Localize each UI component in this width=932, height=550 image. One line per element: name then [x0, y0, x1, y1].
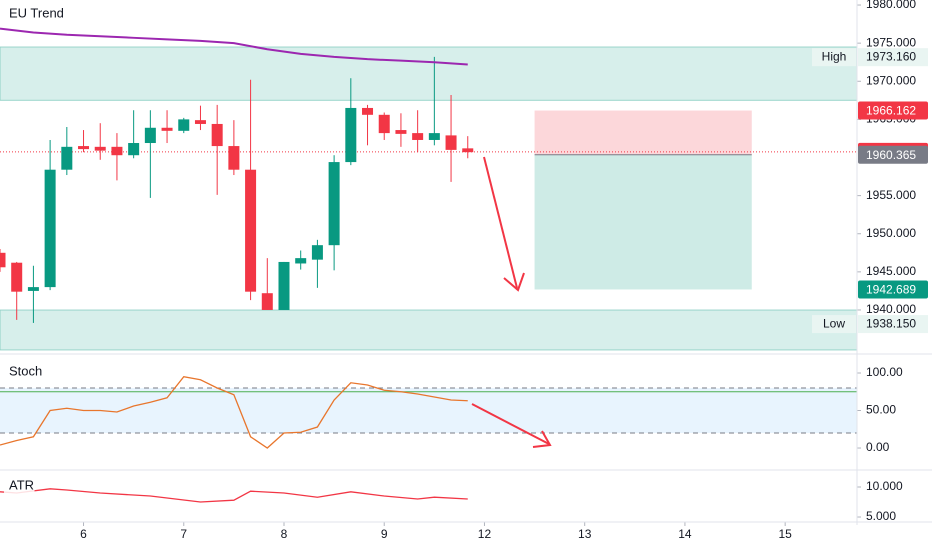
candle-body [11, 262, 23, 292]
candle-body [362, 107, 374, 115]
pane-title-bg [4, 362, 50, 380]
price-badge-label: 1942.689 [866, 283, 916, 297]
candle-body [0, 252, 6, 268]
indicator-line [0, 376, 468, 449]
moving-average [0, 27, 468, 66]
target-area [534, 154, 752, 290]
candle-body [111, 146, 123, 156]
candle-body [345, 107, 357, 163]
candle-body [278, 261, 290, 310]
y-tick-label: 1945.000 [866, 264, 916, 278]
candle-body [428, 133, 440, 140]
candle-body [295, 258, 307, 264]
indicator-line [0, 488, 468, 503]
y-tick-label: 10.000 [866, 479, 903, 493]
candle-body [245, 169, 257, 292]
zone [0, 46, 858, 101]
candle-body [94, 146, 106, 151]
x-tick-label: 9 [381, 527, 388, 541]
candle-body [311, 245, 323, 260]
candle-body [178, 119, 190, 131]
price-badge-label: 1960.365 [866, 148, 916, 162]
y-tick-label: 1970.000 [866, 73, 916, 87]
candle-body [228, 146, 240, 170]
candle-body [378, 114, 390, 134]
x-tick-label: 15 [778, 527, 792, 541]
candle-body [395, 130, 407, 134]
candle-body [211, 123, 223, 147]
price-badge [858, 101, 928, 120]
pane-title-bg [4, 4, 72, 22]
price-badge [858, 145, 928, 164]
x-tick-label: 7 [180, 527, 187, 541]
zone-name-bg [812, 315, 856, 334]
y-tick-label: 1980.000 [866, 0, 916, 11]
zone-price-bg [858, 315, 928, 334]
candle-body [27, 287, 39, 291]
x-tick-label: 13 [578, 527, 592, 541]
zone-price: 1938.150 [866, 316, 916, 330]
pane-title: ATR [9, 477, 34, 492]
pane-title: EU Trend [9, 5, 64, 20]
x-tick-label: 6 [80, 527, 87, 541]
candle-body [78, 146, 90, 150]
price-badge-label: 1966.162 [866, 104, 916, 118]
y-tick-label: 50.00 [866, 403, 896, 417]
candle-body [44, 169, 56, 288]
candle-body [144, 127, 156, 144]
stoch-arrow [471, 403, 552, 448]
zone-price-bg [858, 48, 928, 67]
y-tick-label: 5.000 [866, 509, 896, 523]
candle-body [128, 143, 140, 156]
chart-layer: 1980.0001975.0001970.0001965.0001955.000… [0, 0, 928, 541]
x-tick-label: 8 [281, 527, 288, 541]
stop-area [534, 110, 752, 155]
y-tick-label: 1975.000 [866, 35, 916, 49]
pane-title: Stoch [9, 363, 42, 378]
candle-body [445, 135, 457, 150]
zone-price: 1973.160 [866, 49, 916, 63]
candle-body [261, 293, 273, 310]
forecast-arrow [483, 156, 525, 292]
y-tick-label: 100.00 [866, 365, 903, 379]
candle-body [161, 127, 173, 131]
zone [0, 309, 858, 351]
y-tick-label: 1955.000 [866, 188, 916, 202]
stoch-band [0, 388, 857, 434]
x-tick-label: 14 [678, 527, 692, 541]
y-tick-label: 0.00 [866, 440, 890, 454]
candle-body [194, 120, 206, 124]
x-tick-label: 12 [478, 527, 492, 541]
y-tick-label: 1940.000 [866, 302, 916, 316]
price-badge [858, 280, 928, 299]
candle-body [328, 162, 340, 246]
zone-name: Low [823, 316, 845, 330]
pane-title-bg [4, 476, 35, 494]
candle-body [61, 146, 73, 170]
candle-body [462, 148, 474, 153]
y-tick-label: 1950.000 [866, 226, 916, 240]
zone-name: High [822, 49, 847, 63]
candle-body [412, 133, 424, 140]
zone-name-bg [812, 48, 856, 67]
